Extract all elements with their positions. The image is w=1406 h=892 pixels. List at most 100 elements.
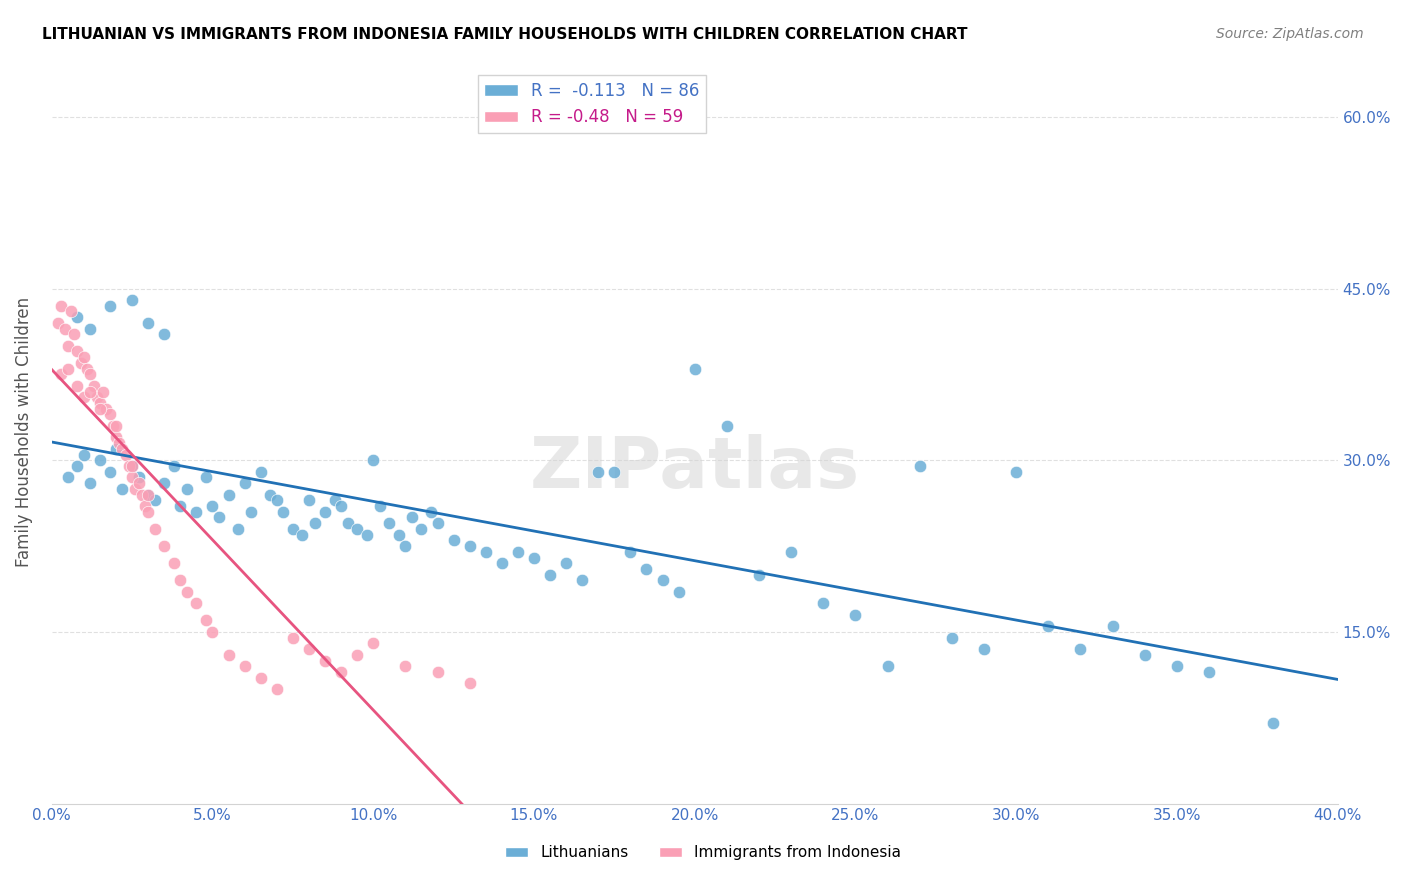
Point — [136, 487, 159, 501]
Text: Source: ZipAtlas.com: Source: ZipAtlas.com — [1216, 27, 1364, 41]
Point — [388, 527, 411, 541]
Point — [330, 499, 353, 513]
Point — [271, 505, 294, 519]
Point — [411, 522, 433, 536]
Point — [169, 574, 191, 588]
Point — [1166, 659, 1188, 673]
Point — [89, 396, 111, 410]
Point — [201, 624, 224, 639]
Point — [73, 390, 96, 404]
Point — [683, 361, 706, 376]
Point — [298, 493, 321, 508]
Point — [603, 465, 626, 479]
Point — [259, 487, 281, 501]
Point — [233, 476, 256, 491]
Text: LITHUANIAN VS IMMIGRANTS FROM INDONESIA FAMILY HOUSEHOLDS WITH CHILDREN CORRELAT: LITHUANIAN VS IMMIGRANTS FROM INDONESIA … — [42, 27, 967, 42]
Point — [66, 379, 89, 393]
Point — [53, 321, 76, 335]
Point — [121, 458, 143, 473]
Point — [266, 493, 288, 508]
Point — [176, 482, 198, 496]
Point — [98, 408, 121, 422]
Point — [153, 476, 176, 491]
Point — [973, 642, 995, 657]
Point — [89, 401, 111, 416]
Point — [443, 533, 465, 548]
Point — [330, 665, 353, 679]
Point — [233, 659, 256, 673]
Point — [844, 607, 866, 622]
Point — [491, 556, 513, 570]
Point — [195, 470, 218, 484]
Point — [51, 299, 73, 313]
Point — [105, 430, 128, 444]
Point — [111, 442, 134, 456]
Point — [368, 499, 391, 513]
Point — [1263, 716, 1285, 731]
Point — [240, 505, 263, 519]
Point — [298, 642, 321, 657]
Point — [63, 327, 86, 342]
Point — [105, 418, 128, 433]
Point — [114, 448, 136, 462]
Point — [474, 545, 496, 559]
Point — [218, 487, 240, 501]
Legend: Lithuanians, Immigrants from Indonesia: Lithuanians, Immigrants from Indonesia — [499, 839, 907, 866]
Point — [73, 448, 96, 462]
Point — [121, 293, 143, 307]
Point — [314, 505, 336, 519]
Point — [105, 442, 128, 456]
Point — [98, 299, 121, 313]
Point — [1198, 665, 1220, 679]
Point — [76, 361, 98, 376]
Point — [186, 505, 208, 519]
Point — [169, 499, 191, 513]
Point — [346, 648, 368, 662]
Point — [780, 545, 803, 559]
Point — [506, 545, 529, 559]
Point — [176, 585, 198, 599]
Point — [79, 368, 101, 382]
Point — [56, 339, 79, 353]
Point — [249, 671, 271, 685]
Point — [73, 350, 96, 364]
Point — [668, 585, 690, 599]
Point — [281, 522, 304, 536]
Point — [136, 487, 159, 501]
Point — [86, 390, 108, 404]
Point — [91, 384, 114, 399]
Point — [458, 676, 481, 690]
Point — [378, 516, 401, 531]
Point — [941, 631, 963, 645]
Point — [153, 327, 176, 342]
Point — [571, 574, 593, 588]
Point — [218, 648, 240, 662]
Point — [361, 636, 384, 650]
Point — [304, 516, 326, 531]
Point — [1038, 619, 1060, 633]
Point — [426, 516, 449, 531]
Point — [153, 539, 176, 553]
Point — [136, 505, 159, 519]
Point — [876, 659, 898, 673]
Point — [66, 458, 89, 473]
Point — [89, 453, 111, 467]
Point — [523, 550, 546, 565]
Point — [108, 436, 131, 450]
Point — [281, 631, 304, 645]
Legend: R =  -0.113   N = 86, R = -0.48   N = 59: R = -0.113 N = 86, R = -0.48 N = 59 — [478, 75, 706, 133]
Point — [266, 682, 288, 697]
Point — [356, 527, 378, 541]
Point — [56, 470, 79, 484]
Y-axis label: Family Households with Children: Family Households with Children — [15, 296, 32, 566]
Point — [1069, 642, 1091, 657]
Point — [143, 522, 166, 536]
Point — [636, 562, 658, 576]
Point — [361, 453, 384, 467]
Point — [394, 659, 416, 673]
Point — [249, 465, 271, 479]
Text: ZIPatlas: ZIPatlas — [530, 434, 859, 503]
Point — [163, 556, 186, 570]
Point — [79, 476, 101, 491]
Point — [66, 310, 89, 325]
